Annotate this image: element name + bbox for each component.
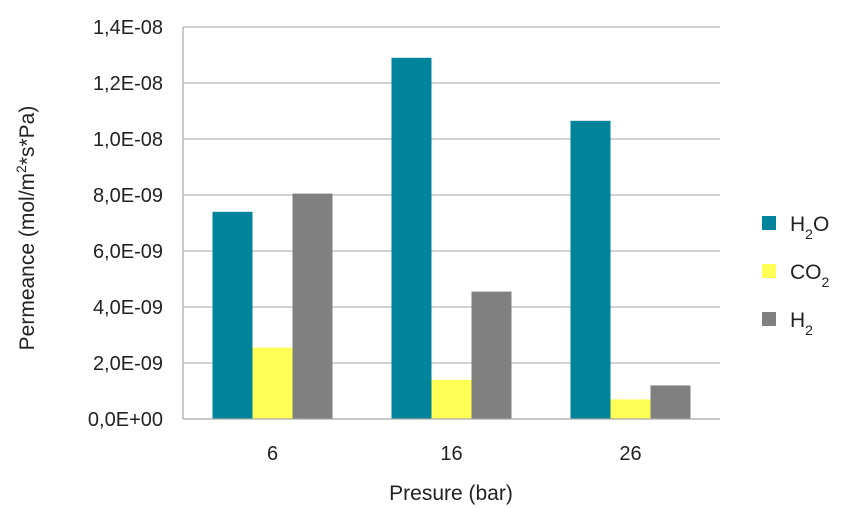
legend-swatch	[762, 312, 776, 326]
y-axis-title-main: Permeance (mol/m	[16, 173, 39, 350]
x-tick-label: 26	[619, 443, 641, 465]
y-axis-title-rest: *s*Pa)	[16, 106, 39, 166]
y-tick-label: 1,4E-08	[93, 17, 163, 39]
bar-h2o-26	[570, 120, 611, 420]
y-tick-label: 1,2E-08	[93, 73, 163, 95]
legend-label: CO2	[790, 261, 830, 290]
y-axis-title-sup: 2	[13, 165, 29, 173]
bar-h2o-16	[391, 57, 432, 420]
x-axis-title: Presure (bar)	[389, 482, 513, 505]
legend-label-main: H	[790, 213, 805, 236]
y-axis-title: Permeance (mol/m2*s*Pa)	[13, 106, 39, 351]
legend-swatch	[762, 216, 776, 230]
y-tick-label: 0,0E+00	[88, 409, 163, 431]
axes: 0,0E+00 2,0E-09 4,0E-09 6,0E-09 8,0E-09 1,0E-…	[88, 17, 720, 465]
legend-label: H2	[790, 309, 813, 338]
y-tick-label: 6,0E-09	[93, 241, 163, 263]
y-tick-label: 2,0E-09	[93, 353, 163, 375]
x-tick-label: 16	[440, 443, 462, 465]
bar-h2o-6	[212, 211, 253, 419]
legend-swatch	[762, 264, 776, 278]
legend-label: H2O	[790, 213, 829, 242]
x-tick-label: 6	[267, 443, 278, 465]
y-tick-label: 1,0E-08	[93, 129, 163, 151]
bar-co2-6	[252, 347, 293, 419]
bar-co2-26	[610, 399, 651, 419]
legend-label-main: CO	[790, 261, 822, 284]
bar-h2-6	[292, 193, 333, 419]
bar-co2-16	[431, 379, 472, 419]
gridlines	[183, 26, 720, 364]
legend-label-main: H	[790, 309, 805, 332]
bar-h2-26	[650, 385, 691, 419]
y-tick-label: 4,0E-09	[93, 297, 163, 319]
legend-label-sub: 2	[805, 322, 813, 338]
y-tick-label: 8,0E-09	[93, 185, 163, 207]
bars	[212, 57, 691, 420]
legend-label-sub: 2	[822, 274, 830, 290]
legend-label-sub: 2	[805, 226, 813, 242]
legend-label-rest: O	[813, 213, 829, 236]
bar-h2-16	[471, 291, 512, 419]
